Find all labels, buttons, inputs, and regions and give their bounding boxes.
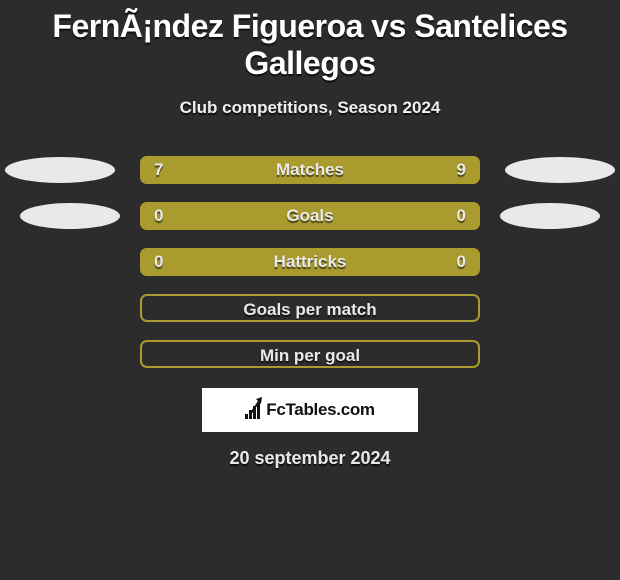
- bar-right: [310, 248, 480, 276]
- bar-track: Min per goal: [140, 340, 480, 368]
- player-left-ellipse: [20, 203, 120, 229]
- bar-right: [279, 156, 480, 184]
- stat-row: Goals per match: [0, 294, 620, 322]
- right-value: 9: [457, 156, 466, 184]
- page-subtitle: Club competitions, Season 2024: [0, 98, 620, 118]
- player-right-ellipse: [505, 157, 615, 183]
- stat-row: Hattricks00: [0, 248, 620, 276]
- bar-left: [140, 202, 310, 230]
- left-value: 7: [154, 156, 163, 184]
- bar-track: Matches79: [140, 156, 480, 184]
- bar-label: Min per goal: [142, 342, 478, 368]
- stat-row: Goals00: [0, 202, 620, 230]
- bar-right: [310, 202, 480, 230]
- left-value: 0: [154, 248, 163, 276]
- bar-label: Goals per match: [142, 296, 478, 322]
- bar-left: [140, 248, 310, 276]
- left-value: 0: [154, 202, 163, 230]
- bar-track: Goals00: [140, 202, 480, 230]
- page-title: FernÃ¡ndez Figueroa vs Santelices Galleg…: [0, 0, 620, 82]
- comparison-rows: Matches79Goals00Hattricks00Goals per mat…: [0, 156, 620, 368]
- player-right-ellipse: [500, 203, 600, 229]
- logo-arrow-icon: [250, 397, 262, 415]
- stat-row: Min per goal: [0, 340, 620, 368]
- right-value: 0: [457, 248, 466, 276]
- right-value: 0: [457, 202, 466, 230]
- snapshot-date: 20 september 2024: [0, 448, 620, 469]
- player-left-ellipse: [5, 157, 115, 183]
- stat-row: Matches79: [0, 156, 620, 184]
- logo-text: FcTables.com: [266, 400, 375, 420]
- bar-track: Hattricks00: [140, 248, 480, 276]
- fctables-logo: FcTables.com: [202, 388, 418, 432]
- bar-track: Goals per match: [140, 294, 480, 322]
